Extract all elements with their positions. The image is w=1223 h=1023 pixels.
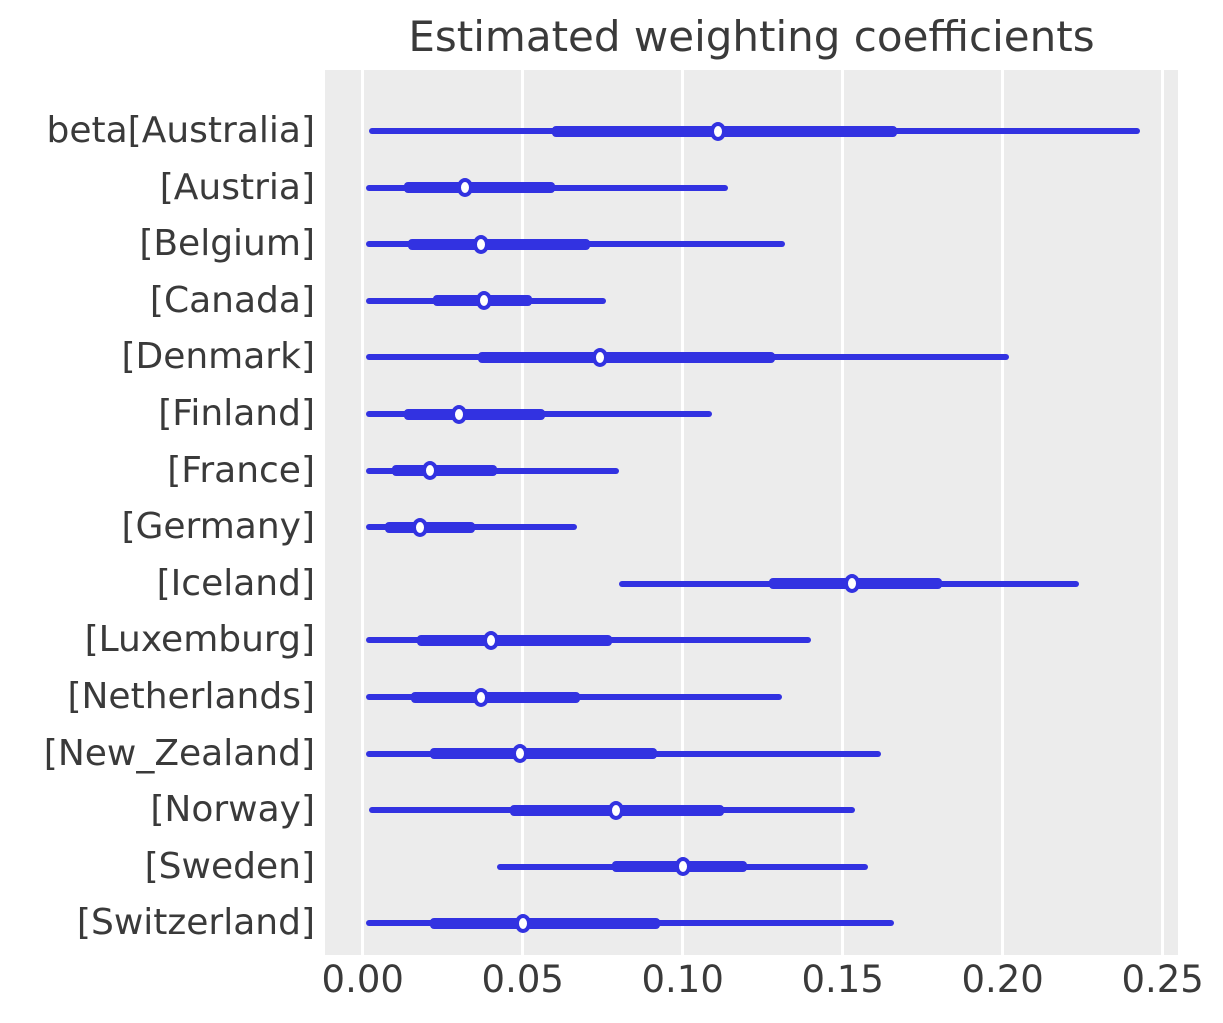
chart-title: Estimated weighting coefficients [408, 12, 1095, 61]
inner-interval-line [404, 182, 555, 194]
inner-interval-line [385, 521, 475, 533]
y-tick-label: [Germany] [121, 506, 315, 548]
y-tick-label: [Sweden] [144, 845, 315, 887]
inner-interval-line [407, 238, 590, 250]
inner-interval-line [477, 351, 776, 363]
x-axis-labels: 0.00 0.05 0.10 0.15 0.20 0.25 [321, 958, 1204, 1013]
inner-interval-line [410, 691, 581, 703]
point-estimate-marker [450, 404, 467, 424]
point-estimate-marker [511, 744, 528, 764]
gridline [841, 70, 845, 955]
gridline [1161, 70, 1165, 955]
x-tick-label: 0.20 [961, 958, 1044, 1001]
y-tick-label: [Luxemburg] [84, 619, 315, 661]
y-tick-label: [Switzerland] [76, 902, 315, 944]
point-estimate-marker [674, 857, 691, 877]
gridline [681, 70, 685, 955]
point-estimate-marker [421, 461, 438, 481]
plot-area [325, 70, 1178, 955]
point-estimate-marker [482, 630, 499, 650]
y-tick-label: [France] [167, 449, 315, 491]
point-estimate-marker [514, 913, 531, 933]
x-tick-label: 0.05 [481, 958, 564, 1001]
point-estimate-marker [844, 574, 861, 594]
point-estimate-marker [457, 178, 474, 198]
gridline [521, 70, 525, 955]
y-axis-labels: beta[Australia] [Austria] [Belgium] [Canada… [0, 70, 315, 955]
point-estimate-marker [476, 291, 493, 311]
point-estimate-marker [709, 121, 726, 141]
x-tick-label: 0.10 [641, 958, 724, 1001]
x-tick-label: 0.15 [801, 958, 884, 1001]
inner-interval-line [391, 465, 498, 477]
x-tick-label: 0.00 [321, 958, 404, 1001]
y-tick-label: [Norway] [150, 789, 315, 831]
y-tick-label: [Iceland] [156, 562, 315, 604]
point-estimate-marker [473, 687, 490, 707]
y-tick-label: [Canada] [149, 279, 315, 321]
y-tick-label: [New_Zealand] [43, 732, 315, 774]
x-tick-label: 0.25 [1121, 958, 1204, 1001]
y-tick-label: [Denmark] [121, 336, 315, 378]
gridline [1001, 70, 1005, 955]
y-tick-label: [Finland] [158, 393, 315, 434]
point-estimate-marker [607, 800, 624, 820]
point-estimate-marker [591, 347, 608, 367]
y-tick-label: [Netherlands] [67, 676, 315, 717]
inner-interval-line [429, 917, 661, 929]
inner-interval-line [417, 634, 613, 646]
point-estimate-marker [412, 517, 429, 537]
inner-interval-line [404, 408, 546, 420]
inner-interval-line [429, 748, 658, 760]
point-estimate-marker [473, 234, 490, 254]
y-tick-label: [Austria] [159, 166, 315, 208]
y-tick-label: beta[Australia] [46, 110, 315, 151]
gridline [361, 70, 365, 955]
y-tick-label: [Belgium] [139, 223, 315, 265]
